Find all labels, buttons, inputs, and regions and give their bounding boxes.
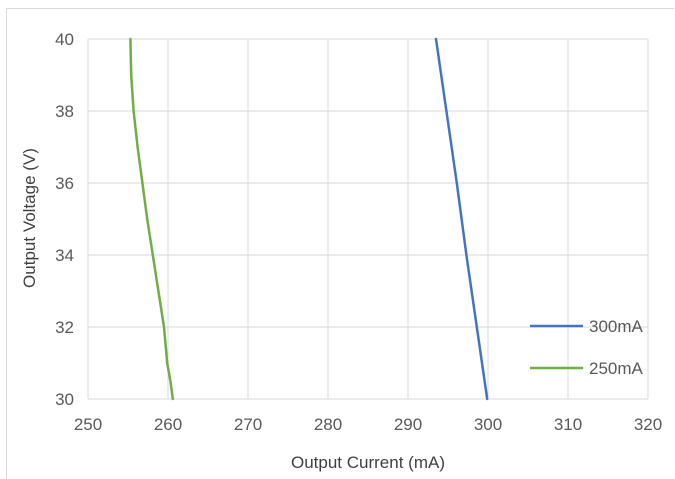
legend: 300mA 250mA bbox=[530, 317, 644, 378]
x-tick-label: 270 bbox=[234, 415, 262, 434]
y-axis-title: Output Voltage (V) bbox=[20, 148, 39, 288]
x-axis-title: Output Current (mA) bbox=[291, 453, 445, 472]
x-axis-tick-labels: 250 260 270 280 290 300 310 320 bbox=[74, 415, 662, 434]
x-tick-label: 280 bbox=[314, 415, 342, 434]
y-tick-label: 32 bbox=[55, 318, 74, 337]
vertical-gridlines bbox=[87, 39, 649, 399]
x-tick-label: 250 bbox=[74, 415, 102, 434]
legend-label: 250mA bbox=[589, 359, 644, 378]
x-tick-label: 260 bbox=[154, 415, 182, 434]
x-tick-label: 310 bbox=[554, 415, 582, 434]
y-tick-label: 30 bbox=[55, 390, 74, 409]
chart-frame bbox=[6, 8, 674, 479]
series-line-300mA bbox=[434, 37, 489, 401]
legend-label: 300mA bbox=[589, 317, 644, 336]
horizontal-gridlines bbox=[88, 38, 648, 400]
y-tick-label: 36 bbox=[55, 174, 74, 193]
x-tick-label: 320 bbox=[634, 415, 662, 434]
y-tick-label: 40 bbox=[55, 30, 74, 49]
x-tick-label: 290 bbox=[394, 415, 422, 434]
series-line-250mA bbox=[129, 37, 175, 401]
y-axis-tick-labels: 30 32 34 36 38 40 bbox=[55, 30, 74, 409]
y-tick-label: 38 bbox=[55, 102, 74, 121]
y-tick-label: 34 bbox=[55, 246, 74, 265]
x-tick-label: 300 bbox=[474, 415, 502, 434]
series-layer bbox=[129, 37, 489, 401]
